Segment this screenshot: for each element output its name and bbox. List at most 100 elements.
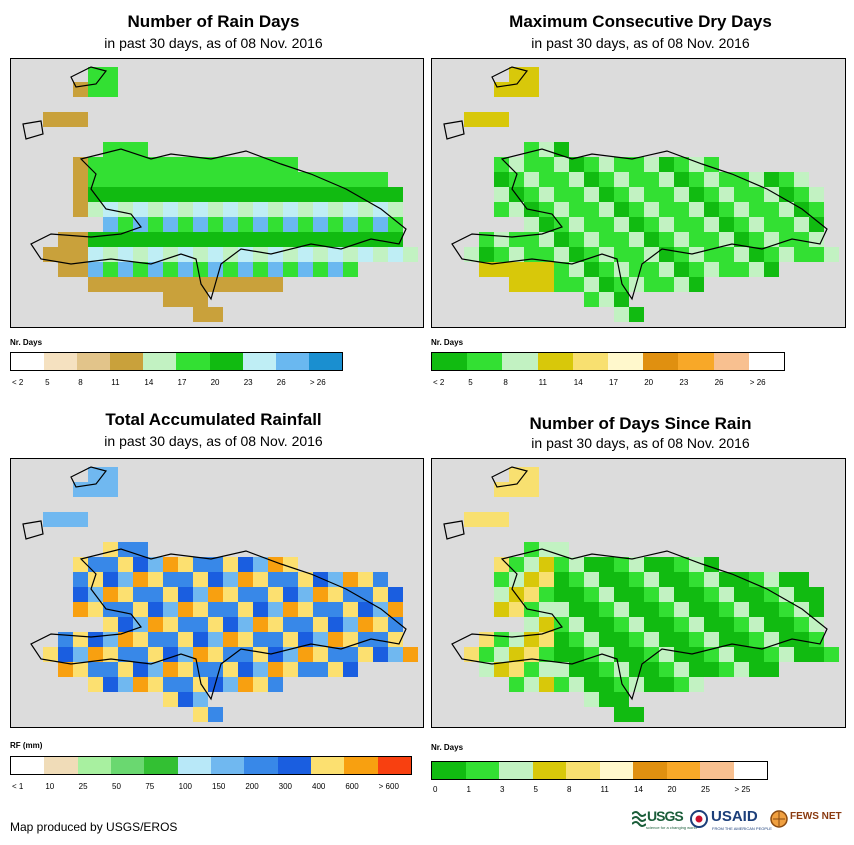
grid-cell <box>43 112 58 127</box>
grid-cell <box>779 172 794 187</box>
panel-subtitle: in past 30 days, as of 08 Nov. 2016 <box>531 35 750 51</box>
grid-cell <box>794 187 809 202</box>
grid-cell <box>719 232 734 247</box>
grid-cell <box>343 632 358 647</box>
grid-cell <box>73 247 88 262</box>
grid-cell <box>73 557 88 572</box>
legend-tick: 23 <box>243 378 253 387</box>
grid-cell <box>509 67 524 82</box>
grid-cell <box>133 542 148 557</box>
grid-cell <box>388 187 403 202</box>
grid-cell <box>569 172 584 187</box>
grid-cell <box>464 247 479 262</box>
grid-cell <box>193 172 208 187</box>
grid-cell <box>719 202 734 217</box>
grid-cell <box>253 632 268 647</box>
grid-cell <box>509 247 524 262</box>
grid-cell <box>253 262 268 277</box>
grid-cell <box>223 617 238 632</box>
grid-cell <box>659 232 674 247</box>
grid-cell <box>178 217 193 232</box>
grid-cell <box>629 157 644 172</box>
grid-cell <box>764 632 779 647</box>
grid-cell <box>539 262 554 277</box>
grid-cell <box>644 217 659 232</box>
grid-cell <box>88 262 103 277</box>
legend-tick: 25 <box>701 785 710 794</box>
grid-cell <box>524 142 539 157</box>
grid-cell <box>659 602 674 617</box>
grid-cell <box>133 187 148 202</box>
grid-cell <box>764 172 779 187</box>
grid-cell <box>388 602 403 617</box>
grid-cell <box>163 557 178 572</box>
grid-cell <box>358 617 373 632</box>
grid-cell <box>704 247 719 262</box>
grid-cell <box>373 187 388 202</box>
grid-cell <box>599 692 614 707</box>
grid-cell <box>674 602 689 617</box>
grid-cell <box>103 617 118 632</box>
grid-cell <box>659 632 674 647</box>
grid-cell <box>358 202 373 217</box>
grid-cell <box>524 277 539 292</box>
grid-cell <box>148 602 163 617</box>
grid-cell <box>283 187 298 202</box>
grid-cell <box>584 572 599 587</box>
grid-cell <box>298 662 313 677</box>
grid-cell <box>554 202 569 217</box>
grid-cell <box>749 617 764 632</box>
grid-cell <box>268 202 283 217</box>
grid-cell <box>268 662 283 677</box>
grid-cell <box>193 632 208 647</box>
grid-cell <box>73 602 88 617</box>
legend-swatch <box>209 353 243 370</box>
legend-tick: < 2 <box>12 378 24 387</box>
grid-cell <box>118 557 133 572</box>
grid-cell <box>193 692 208 707</box>
grid-cell <box>764 262 779 277</box>
grid-cell <box>118 232 133 247</box>
grid-cell <box>253 602 268 617</box>
grid-cell <box>644 247 659 262</box>
grid-cell <box>313 662 328 677</box>
grid-cell <box>88 482 103 497</box>
grid-cell <box>674 557 689 572</box>
grid-cell <box>223 232 238 247</box>
grid-cell <box>148 157 163 172</box>
grid-cell <box>629 647 644 662</box>
grid-cell <box>163 602 178 617</box>
grid-cell <box>358 632 373 647</box>
legend-swatch <box>377 757 411 774</box>
rain-days-map <box>10 58 424 328</box>
grid-cell <box>674 277 689 292</box>
grid-cell <box>734 262 749 277</box>
grid-cell <box>313 587 328 602</box>
usgs-logo: USGS science for a changing world <box>632 808 697 834</box>
grid-cell <box>358 647 373 662</box>
grid-cell <box>524 677 539 692</box>
legend-tick: 20 <box>667 785 677 794</box>
grid-cell <box>719 662 734 677</box>
grid-cell <box>674 172 689 187</box>
grid-cell <box>719 217 734 232</box>
grid-cell <box>599 677 614 692</box>
legend-bar <box>10 756 412 775</box>
grid-cell <box>193 572 208 587</box>
grid-cell <box>614 662 629 677</box>
grid-cell <box>298 647 313 662</box>
grid-cell <box>614 587 629 602</box>
grid-cell <box>238 662 253 677</box>
legend-tick: 14 <box>573 378 583 387</box>
grid-cell <box>178 632 193 647</box>
grid-cell <box>358 247 373 262</box>
grid-cell <box>88 232 103 247</box>
grid-cell <box>268 232 283 247</box>
grid-cell <box>494 172 509 187</box>
grid-cell <box>403 647 418 662</box>
grid-cell <box>88 662 103 677</box>
grid-cell <box>328 632 343 647</box>
grid-cell <box>779 572 794 587</box>
legend-tick: 5 <box>45 378 50 387</box>
legend-swatch <box>77 353 111 370</box>
